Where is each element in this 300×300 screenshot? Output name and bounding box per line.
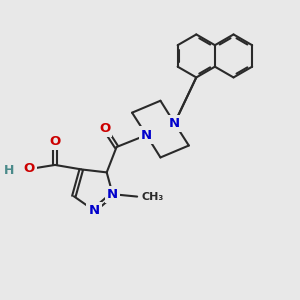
Text: N: N — [141, 129, 152, 142]
Text: O: O — [23, 162, 35, 175]
Text: H: H — [4, 164, 14, 176]
Text: CH₃: CH₃ — [142, 192, 164, 202]
Text: O: O — [50, 135, 61, 148]
Text: N: N — [88, 204, 99, 217]
Text: O: O — [99, 122, 110, 135]
Text: N: N — [169, 117, 180, 130]
Text: N: N — [107, 188, 118, 201]
